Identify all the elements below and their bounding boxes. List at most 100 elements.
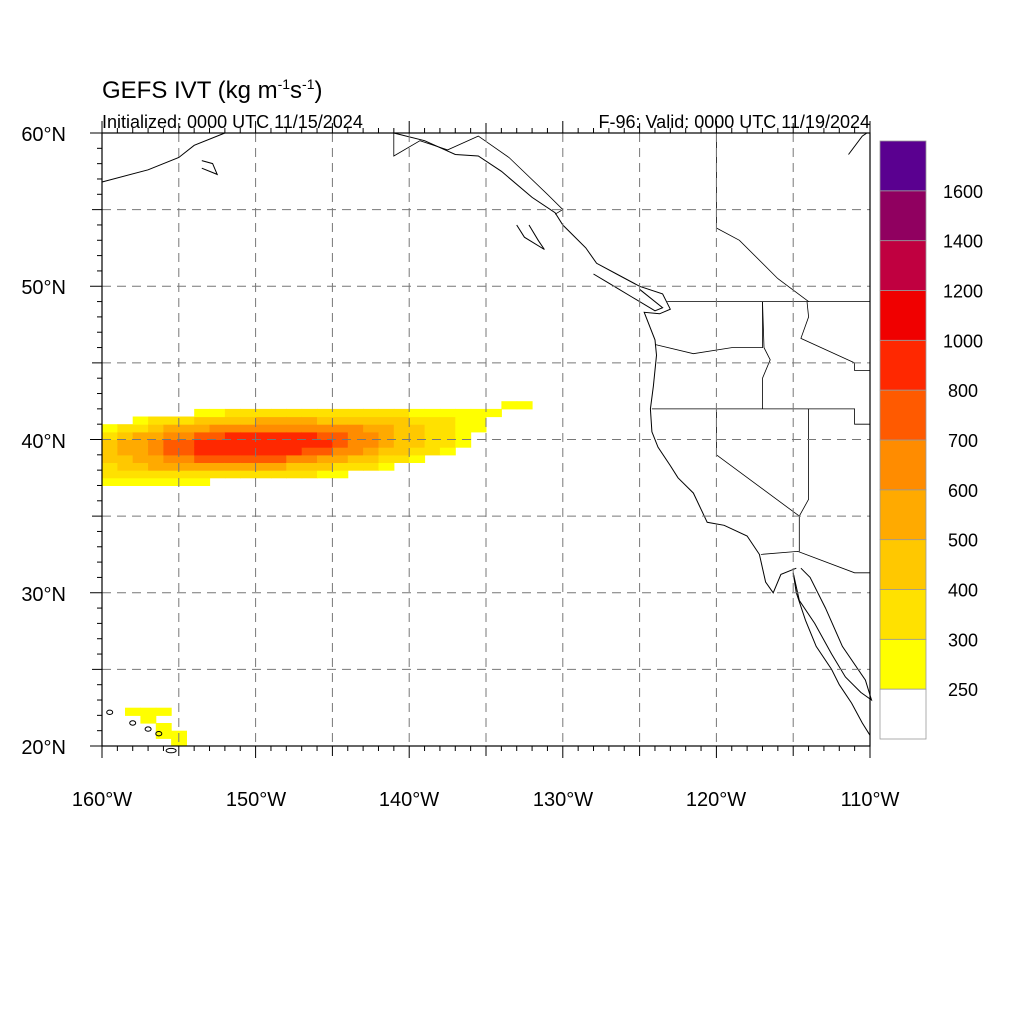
ivt-cell [301,462,318,471]
ivt-cell [163,477,180,486]
colorbar-swatch [879,240,927,291]
ivt-cell [424,439,441,448]
ivt-cell [163,416,180,425]
ivt-cell [132,447,149,456]
ivt-cell [240,454,257,463]
alaska-peninsula [101,132,226,183]
ivt-cell [347,416,364,425]
ivt-cell [224,439,241,448]
colorbar-swatch [879,290,927,341]
ivt-cell [178,462,195,471]
colorbar-swatch [879,589,927,640]
ivt-cell [209,424,226,433]
ivt-cell [271,424,287,433]
lon-label: 130°W [533,789,593,811]
ivt-cell [286,454,303,463]
ivt-cell [409,408,426,418]
ivt-cell [255,470,272,479]
ivt-cell [117,454,134,463]
ivt-cell [155,723,172,732]
or-id-border [762,301,771,409]
ivt-cell [224,462,241,471]
ivt-cell [148,431,164,440]
ivt-cell [332,416,349,425]
lat-label: 20°N [21,737,66,759]
ivt-cell [332,447,349,456]
ivt-cell [117,447,134,456]
ivt-cell [132,416,149,425]
ivt-cell [117,470,134,479]
ivt-cell [125,707,141,716]
ivt-cell [117,424,134,433]
ivt-cell [163,470,180,479]
ivt-cell [378,447,395,456]
initialized-label: Initialized: 0000 UTC 11/15/2024 [102,112,363,132]
ivt-cell [393,454,410,463]
ivt-cell [378,462,395,471]
lat-label: 40°N [21,431,66,453]
coastlines [101,132,873,754]
ivt-cell [347,462,364,471]
ivt-cell [178,477,195,486]
ivt-cell [140,707,157,716]
colorbar-swatch [879,339,927,391]
ivt-cell [439,431,456,440]
ivt-cell [378,454,395,463]
ivt-cell [132,439,149,448]
ivt-cell [317,416,333,425]
ivt-cell [301,424,318,433]
ivt-cell [194,431,211,440]
ivt-cell [347,439,364,448]
ivt-cell [255,462,272,471]
lon-label: 110°W [841,789,900,811]
ivt-cell [317,470,333,479]
lat-label: 50°N [21,277,66,299]
ivt-cell [255,408,272,418]
ivt-cell [163,462,180,471]
ivt-cell [163,431,180,440]
ivt-cell [347,447,364,456]
ivt-cell [148,454,164,463]
colorbar-swatch [879,140,927,192]
ivt-cell [132,431,149,440]
ivt-cell [378,416,395,425]
colorbar-swatch [879,688,927,740]
ivt-cell [363,408,379,418]
hawaii-island [165,747,177,754]
ivt-cell [255,424,272,433]
ivt-cell [178,470,195,479]
ivt-cell [332,431,349,440]
ivt-cell [178,424,195,433]
ivt-cell [347,454,364,463]
valid-time-label: F-96: Valid: 0000 UTC 11/19/2024 [599,112,871,132]
colorbar-label: 1200 [943,282,983,302]
ivt-cell [148,462,164,471]
ivt-cell [439,424,456,433]
ivt-cell [424,447,441,456]
ivt-cell [363,424,379,433]
nv-ut-az-border [798,408,809,517]
ivt-cell [332,462,349,471]
ivt-cell [393,416,410,425]
mt-wy-border [854,362,870,371]
ivt-cell [363,416,379,425]
wa-or-border [654,301,763,355]
ivt-cell [286,462,303,471]
ivt-cell [224,408,241,418]
ivt-cell [286,447,303,456]
ivt-cell [240,470,257,479]
pacific-coast [393,132,797,594]
ivt-cell [286,424,303,433]
ivt-cell [102,462,118,471]
colorbar-swatch [879,190,927,242]
ivt-cell [148,477,164,486]
ivt-cell [317,439,333,448]
alaska-canada-border [393,133,564,215]
ivt-cell [455,424,472,433]
ivt-cell [240,431,257,440]
ivt-cell [378,439,395,448]
ivt-cell [347,424,364,433]
ivt-cell [224,416,241,425]
ca-nv-border [716,408,800,552]
ivt-cell [102,454,118,463]
